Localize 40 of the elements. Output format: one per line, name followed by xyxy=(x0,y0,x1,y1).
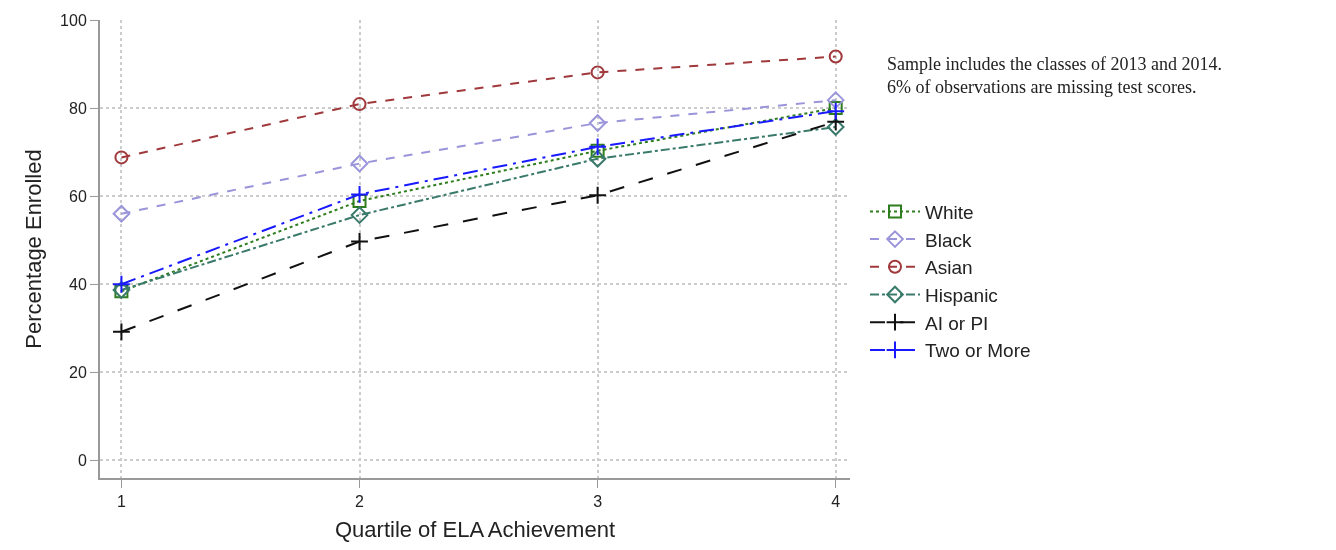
point xyxy=(828,101,843,116)
point xyxy=(588,114,607,132)
point xyxy=(352,194,367,208)
legend-label: Black xyxy=(925,229,972,251)
x-tick-label: 1 xyxy=(116,493,126,511)
point xyxy=(350,154,369,173)
y-tick-label: 20 xyxy=(69,363,87,381)
legend-label: White xyxy=(925,201,974,223)
point xyxy=(588,137,608,157)
point xyxy=(112,204,131,223)
x-tick-label: 2 xyxy=(355,493,365,511)
point xyxy=(588,185,608,205)
x-tick-label: 3 xyxy=(593,493,603,511)
point xyxy=(826,91,845,109)
point xyxy=(590,65,605,80)
point xyxy=(588,149,607,168)
point xyxy=(350,184,369,204)
x-tick-label: 4 xyxy=(831,493,841,511)
legend-label: Asian xyxy=(925,257,973,279)
y-tick-label: 60 xyxy=(69,187,87,205)
point xyxy=(350,232,369,251)
point xyxy=(826,101,846,121)
y-tick-label: 0 xyxy=(77,451,87,469)
legend-label: Hispanic xyxy=(925,284,998,306)
legend-label: AI or PI xyxy=(925,312,989,334)
y-tick-label: 80 xyxy=(69,99,87,117)
point xyxy=(350,206,369,224)
y-tick-label: 40 xyxy=(69,275,87,293)
point xyxy=(826,118,845,136)
y-tick-label: 100 xyxy=(60,11,87,29)
point xyxy=(828,49,843,64)
legend-label: Two or More xyxy=(925,340,1031,362)
point xyxy=(352,97,367,112)
point xyxy=(112,274,131,294)
point xyxy=(112,322,131,342)
text: Sample includes the classes of 2013 and 2014. 6% of observations are missing test scores. xyxy=(887,54,1222,98)
point xyxy=(590,143,605,158)
point xyxy=(114,150,129,165)
y-axis-title: Percentage Enrolled xyxy=(21,149,47,349)
x-axis-title: Quartile of ELA Achievement xyxy=(334,516,616,542)
